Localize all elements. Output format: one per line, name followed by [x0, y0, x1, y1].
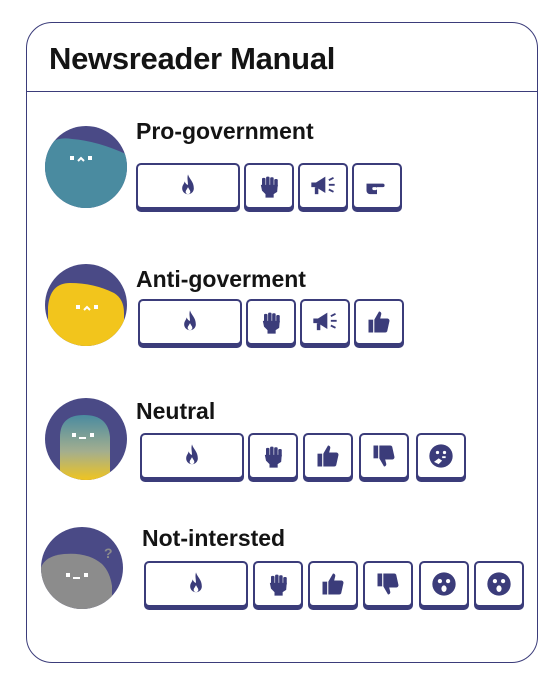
- grey-blob-question-avatar: ?: [41, 527, 123, 609]
- surprised-face-button[interactable]: [419, 561, 469, 607]
- persona-name: Pro-government: [136, 118, 314, 144]
- fire-button[interactable]: [140, 433, 244, 479]
- fire-button[interactable]: [138, 299, 242, 345]
- megaphone-icon: [313, 312, 337, 331]
- fire-icon: [182, 174, 194, 195]
- surprised-face-icon: [487, 572, 511, 596]
- thumbs-up-button[interactable]: [308, 561, 358, 607]
- thumbs-up-icon: [317, 445, 339, 467]
- raised-fist-icon: [262, 312, 280, 334]
- thumbs-up-button[interactable]: [354, 299, 404, 345]
- thinking-face-button[interactable]: [416, 433, 466, 479]
- thinking-face-icon: [429, 444, 453, 468]
- thumbs-up-icon: [368, 311, 390, 333]
- thumbs-down-icon: [377, 573, 399, 595]
- thumbs-down-button[interactable]: [363, 561, 413, 607]
- yellow-blob-avatar: [45, 264, 127, 346]
- thumbs-up-button[interactable]: [303, 433, 353, 479]
- fire-button[interactable]: [144, 561, 248, 607]
- thumbs-up-icon: [322, 573, 344, 595]
- fire-icon: [186, 444, 198, 465]
- manual-title: Newsreader Manual: [49, 41, 336, 76]
- gradient-blob-avatar: [45, 398, 127, 480]
- title-divider: [27, 91, 537, 92]
- manual-card: Newsreader Manual Pro-government: [26, 22, 538, 663]
- persona-name: Neutral: [136, 398, 216, 424]
- raised-fist-button[interactable]: [248, 433, 298, 479]
- persona-name: Anti-goverment: [136, 266, 306, 292]
- raised-fist-icon: [269, 574, 287, 596]
- blue-blob-avatar: [45, 126, 127, 208]
- thumbs-down-icon: [373, 445, 395, 467]
- fire-icon: [184, 310, 196, 331]
- raised-fist-button[interactable]: [253, 561, 303, 607]
- fire-button[interactable]: [136, 163, 240, 209]
- megaphone-icon: [311, 176, 335, 195]
- raised-fist-button[interactable]: [246, 299, 296, 345]
- surprised-face-button[interactable]: [474, 561, 524, 607]
- megaphone-button[interactable]: [300, 299, 350, 345]
- thumbs-down-button[interactable]: [359, 433, 409, 479]
- surprised-face-icon: [432, 572, 456, 596]
- pointing-hand-button[interactable]: [352, 163, 402, 209]
- raised-fist-icon: [260, 176, 278, 198]
- pointing-hand-icon: [366, 183, 385, 195]
- fire-icon: [190, 572, 202, 593]
- raised-fist-icon: [264, 446, 282, 468]
- persona-name: Not-intersted: [142, 525, 286, 551]
- raised-fist-button[interactable]: [244, 163, 294, 209]
- megaphone-button[interactable]: [298, 163, 348, 209]
- svg-text:?: ?: [104, 545, 113, 561]
